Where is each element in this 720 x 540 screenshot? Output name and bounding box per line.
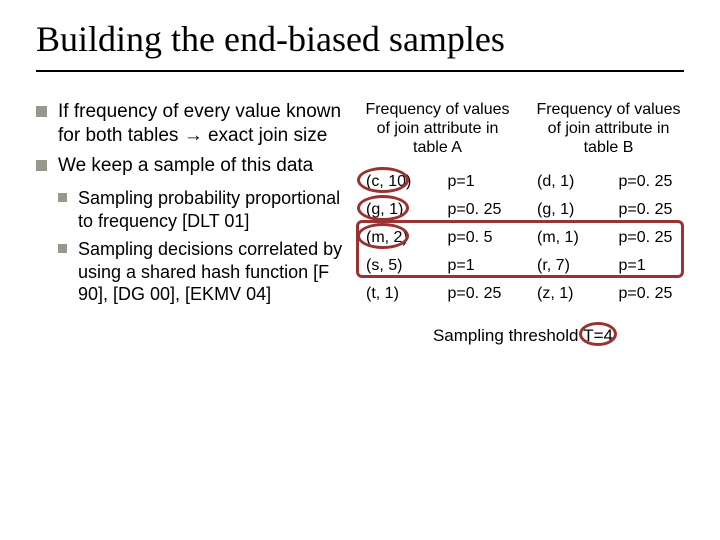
right-column: Frequency of values of join attribute in… — [362, 100, 684, 346]
table-row: (c, 10) p=1 — [362, 168, 513, 196]
table-a: Frequency of values of join attribute in… — [362, 100, 513, 308]
table-row: (d, 1) p=0. 25 — [533, 168, 684, 196]
prob-cell: p=1 — [444, 168, 513, 196]
table-a-header: Frequency of values of join attribute in… — [362, 100, 513, 158]
prob-cell: p=0. 5 — [444, 224, 513, 252]
prob-cell: p=0. 25 — [444, 280, 513, 308]
pair-cell: (m, 1) — [533, 224, 615, 252]
pair-text: (c, 10) — [366, 173, 411, 190]
table-row: (m, 1) p=0. 25 — [533, 224, 684, 252]
pair-cell: (g, 1) — [362, 196, 444, 224]
prob-cell: p=0. 25 — [444, 196, 513, 224]
threshold-value: T=4 — [583, 326, 613, 345]
pair-cell: (r, 7) — [533, 252, 615, 280]
pair-cell: (m, 2) — [362, 224, 444, 252]
threshold-value-wrap: T=4 — [583, 326, 613, 346]
slide-title: Building the end-biased samples — [36, 18, 684, 72]
table-row: (g, 1) p=0. 25 — [533, 196, 684, 224]
pair-cell: (t, 1) — [362, 280, 444, 308]
pair-cell: (s, 5) — [362, 252, 444, 280]
prob-cell: p=1 — [444, 252, 513, 280]
table-row: (r, 7) p=1 — [533, 252, 684, 280]
table-b: Frequency of values of join attribute in… — [533, 100, 684, 308]
pair-cell: (z, 1) — [533, 280, 615, 308]
table-row: (g, 1) p=0. 25 — [362, 196, 513, 224]
pair-text: (m, 2) — [366, 229, 408, 246]
bullet-item: If frequency of every value known for bo… — [36, 100, 346, 148]
sub-bullet-list: Sampling probability proportional to fre… — [36, 187, 346, 306]
table-b-body: (d, 1) p=0. 25 (g, 1) p=0. 25 (m, 1) p=0… — [533, 168, 684, 308]
prob-cell: p=1 — [615, 252, 684, 280]
table-row: (z, 1) p=0. 25 — [533, 280, 684, 308]
table-row: (s, 5) p=1 — [362, 252, 513, 280]
bullet-item: We keep a sample of this data — [36, 154, 346, 178]
threshold-line: Sampling threshold T=4 — [362, 326, 684, 346]
table-a-body: (c, 10) p=1 (g, 1) p=0. 25 — [362, 168, 513, 308]
pair-cell: (g, 1) — [533, 196, 615, 224]
prob-cell: p=0. 25 — [615, 168, 684, 196]
slide: Building the end-biased samples If frequ… — [0, 0, 720, 540]
bullet-list: If frequency of every value known for bo… — [36, 100, 346, 177]
prob-cell: p=0. 25 — [615, 224, 684, 252]
table-row: (m, 2) p=0. 5 — [362, 224, 513, 252]
content-area: If frequency of every value known for bo… — [36, 100, 684, 346]
table-b-header: Frequency of values of join attribute in… — [533, 100, 684, 158]
sub-bullet-item: Sampling decisions correlated by using a… — [58, 238, 346, 306]
pair-cell: (d, 1) — [533, 168, 615, 196]
prob-cell: p=0. 25 — [615, 196, 684, 224]
pair-text: (g, 1) — [366, 201, 403, 218]
threshold-prefix: Sampling threshold — [433, 326, 583, 345]
prob-cell: p=0. 25 — [615, 280, 684, 308]
sub-bullet-item: Sampling probability proportional to fre… — [58, 187, 346, 232]
table-columns: Frequency of values of join attribute in… — [362, 100, 684, 308]
pair-cell: (c, 10) — [362, 168, 444, 196]
table-row: (t, 1) p=0. 25 — [362, 280, 513, 308]
left-column: If frequency of every value known for bo… — [36, 100, 346, 346]
